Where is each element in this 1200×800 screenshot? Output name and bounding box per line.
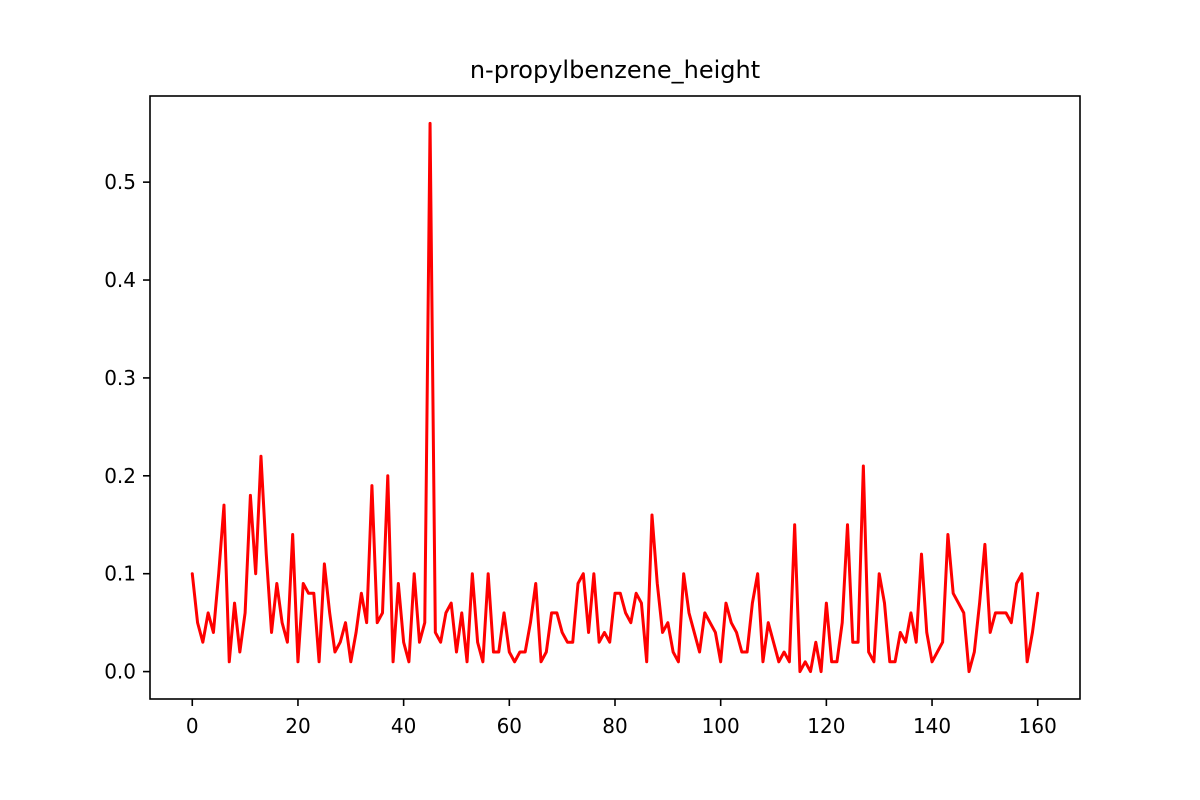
y-tick-label: 0.0 (104, 660, 136, 684)
y-tick-label: 0.5 (104, 170, 136, 194)
x-tick-label: 160 (1019, 714, 1057, 738)
x-tick-label: 100 (702, 714, 740, 738)
x-tick-label: 80 (602, 714, 627, 738)
y-tick-label: 0.1 (104, 562, 136, 586)
y-tick-label: 0.3 (104, 366, 136, 390)
x-tick-label: 20 (285, 714, 310, 738)
y-tick-label: 0.4 (104, 268, 136, 292)
series-group (190, 121, 1040, 674)
chart-title: n-propylbenzene_height (470, 56, 760, 84)
series-line-0 (190, 121, 1040, 674)
x-tick-label: 60 (497, 714, 522, 738)
y-tick-label: 0.2 (104, 464, 136, 488)
plot-frame (149, 95, 1081, 700)
x-tick-label: 120 (807, 714, 845, 738)
axis-ticks: 0 20 40 60 80 100 120 140 160 0.0 0.1 0.2 0.3 0.4 0.5 (104, 170, 1057, 738)
x-tick-label: 140 (913, 714, 951, 738)
x-tick-label: 0 (186, 714, 199, 738)
x-tick-label: 40 (391, 714, 416, 738)
